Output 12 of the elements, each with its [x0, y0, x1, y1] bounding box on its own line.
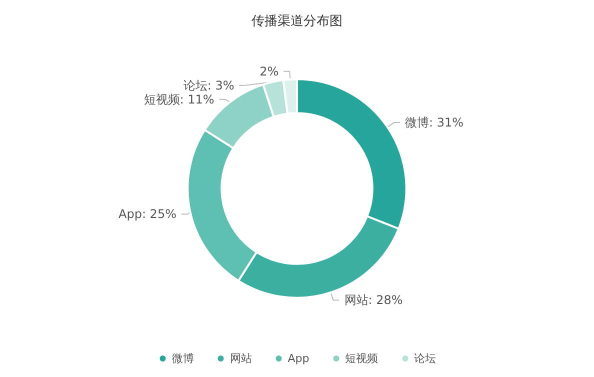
data-label: 2%	[260, 64, 279, 78]
legend-label: 微博	[172, 352, 194, 365]
legend-label: 短视频	[345, 352, 378, 365]
data-label: 短视频: 11%	[144, 92, 214, 106]
legend-label: 论坛	[414, 352, 436, 365]
data-label: 网站: 28%	[344, 293, 403, 308]
legend-label: App	[288, 352, 310, 365]
legend-label: 网站	[230, 352, 252, 365]
data-label: 论坛: 3%	[183, 78, 234, 92]
chart-title: 传播渠道分布图	[252, 14, 342, 29]
data-label: App: 25%	[118, 207, 176, 222]
data-label: 微博: 31%	[405, 116, 464, 130]
